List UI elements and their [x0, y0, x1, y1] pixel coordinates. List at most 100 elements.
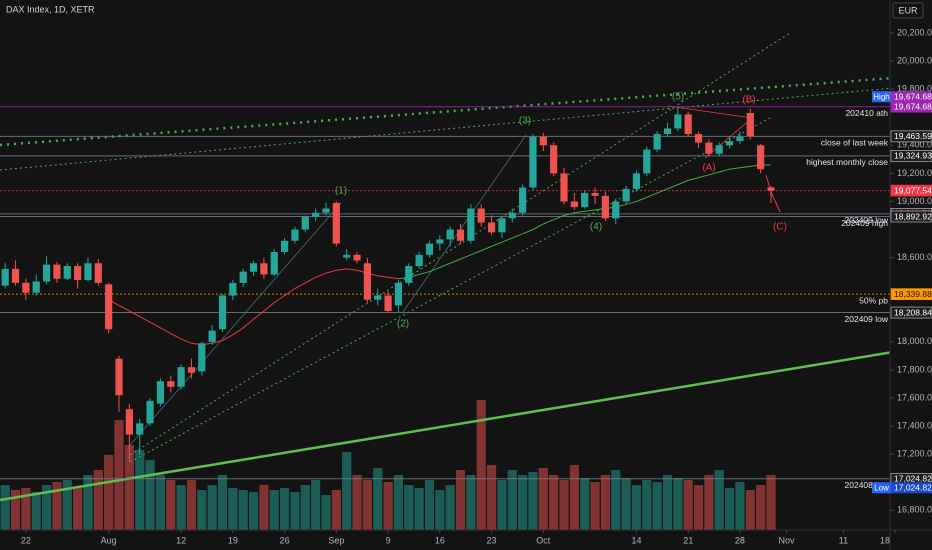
y-tick-label: 19,400.00	[897, 140, 932, 150]
volume-bar	[766, 475, 776, 530]
volume-bar	[466, 475, 476, 530]
plot-area: 202410 ath close of last week highest mont…	[0, 32, 890, 530]
volume-bar	[93, 470, 103, 530]
candle-body	[74, 266, 82, 281]
volume-bar	[497, 480, 507, 530]
volume-bar	[52, 482, 62, 530]
x-tick-label: 22	[21, 535, 31, 545]
y-tick-label: 17,600.00	[897, 392, 932, 402]
level-price-label: 18,892.92	[894, 211, 932, 221]
volume-bar	[404, 485, 414, 530]
candle-body	[53, 264, 61, 279]
level-price-label: 19,077.54	[894, 185, 932, 195]
currency-box[interactable]	[892, 2, 924, 19]
x-tick-label: 23	[487, 535, 497, 545]
volume-bar	[352, 475, 362, 530]
volume-bar	[756, 485, 766, 530]
x-tick-label: 19	[228, 535, 238, 545]
candle-body	[332, 202, 340, 244]
candle-body	[560, 173, 568, 202]
level-price-box	[890, 130, 932, 143]
volume-bar	[186, 480, 197, 530]
volume-bar	[373, 468, 383, 530]
level-price-label: 19,324.93	[894, 151, 932, 161]
candle-body	[218, 295, 227, 330]
candle-body	[280, 240, 289, 253]
volume-bar	[445, 485, 455, 530]
candle-body	[539, 136, 547, 146]
candle-body	[736, 136, 744, 142]
candle-body	[1, 268, 9, 286]
candle-body	[270, 252, 278, 275]
candle-body	[405, 266, 413, 283]
volume-bar	[724, 488, 735, 530]
y-tick-label: 20,000.00	[897, 55, 932, 65]
candle-body	[374, 295, 382, 300]
level-price-label: 18,208.84	[894, 307, 932, 317]
badge-price-box	[891, 91, 932, 103]
volume-bar	[217, 475, 228, 530]
volume-bar	[528, 472, 538, 530]
volume-bar	[673, 478, 683, 530]
candle-body	[425, 243, 434, 255]
volume-bar	[414, 488, 424, 530]
y-tick-label: 18,000.00	[897, 336, 932, 346]
candle-body	[757, 145, 765, 170]
candle-body	[11, 268, 20, 283]
wave-line	[704, 117, 753, 159]
price-axis: 20,200.00 20,000.00 19,800.00 19,400.00 19,2…	[872, 27, 932, 515]
y-tick-label: 19,200.00	[897, 168, 932, 178]
wave-line	[402, 134, 527, 313]
level-name: close of last week	[821, 138, 889, 148]
candle-body	[715, 145, 723, 154]
volume-bar	[135, 450, 145, 530]
candle-body	[446, 229, 454, 240]
candle-body	[167, 381, 175, 387]
y-tick-label: 18,600.00	[897, 252, 932, 262]
volume-bar	[248, 492, 259, 530]
candle-body	[208, 330, 216, 342]
volume-bar	[114, 420, 124, 530]
volume-bar	[683, 480, 693, 530]
volume-bar	[518, 475, 528, 530]
y-tick-label: 20,200.00	[897, 27, 932, 37]
volume-bar	[0, 485, 10, 530]
volume-bar	[321, 495, 331, 530]
level-price-label: 18,339.88	[894, 289, 932, 299]
level-price-box	[890, 210, 932, 223]
volume-bar	[735, 482, 745, 530]
moving-average	[398, 164, 771, 280]
candle-body	[312, 212, 320, 217]
volume-bar	[207, 485, 217, 530]
trend-line	[129, 32, 791, 456]
volume-bar	[611, 470, 621, 530]
volume-bar	[155, 475, 166, 530]
level-name: 202410 ath	[845, 108, 888, 118]
volume-layer	[0, 400, 776, 530]
volume-bar	[259, 485, 269, 530]
volume-bar	[435, 490, 445, 530]
candle-body	[622, 188, 630, 202]
candle-body	[508, 212, 516, 219]
candle-body	[436, 239, 444, 244]
candle-body	[146, 400, 154, 424]
candle-body	[653, 134, 661, 150]
candle-body	[767, 187, 775, 191]
volume-bar	[145, 460, 155, 530]
candle-body	[105, 284, 113, 330]
candle-body	[663, 128, 672, 135]
y-tick-label: 19,000.00	[897, 196, 932, 206]
x-tick-label: Aug	[101, 535, 117, 545]
candle-body	[498, 218, 506, 233]
currency[interactable]: EUR	[898, 5, 918, 15]
badge-price: 17,024.82	[894, 483, 932, 493]
level-name: 202409 low	[845, 314, 889, 324]
candle-body	[187, 367, 196, 373]
volume-bar	[290, 492, 300, 530]
level-name: highest monthly close	[806, 157, 888, 167]
volume-bar	[342, 452, 352, 530]
volume-bar	[704, 475, 714, 530]
y-tick-label: 17,200.00	[897, 449, 932, 459]
volume-bar	[31, 492, 41, 530]
level-name: 50% pb	[859, 295, 888, 305]
